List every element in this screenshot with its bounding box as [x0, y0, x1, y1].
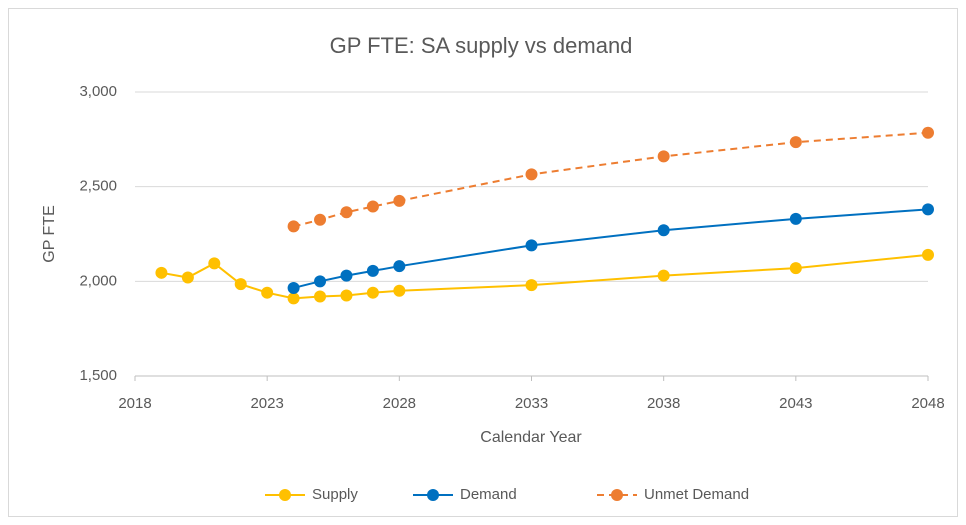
legend-marker	[279, 489, 291, 501]
series-marker	[525, 168, 538, 181]
x-tick-label: 2018	[118, 395, 151, 412]
series-marker	[657, 150, 670, 163]
series-marker	[234, 278, 247, 291]
x-tick-label: 2033	[515, 395, 548, 412]
series-marker	[657, 269, 670, 282]
series-marker	[789, 262, 802, 275]
y-axis-label: GP FTE	[41, 205, 58, 263]
legend-marker	[427, 489, 439, 501]
y-tick-label: 3,000	[79, 83, 117, 100]
chart-frame	[8, 8, 958, 517]
x-tick-label: 2048	[911, 395, 944, 412]
series-marker	[208, 257, 221, 270]
series-marker	[261, 286, 274, 299]
x-axis-label: Calendar Year	[480, 429, 582, 446]
series-marker	[287, 281, 300, 294]
series-marker	[314, 213, 327, 226]
series-marker	[366, 264, 379, 277]
y-tick-label: 2,000	[79, 272, 117, 289]
series-marker	[181, 271, 194, 284]
y-tick-label: 1,500	[79, 367, 117, 384]
series-marker	[314, 290, 327, 303]
series-marker	[340, 289, 353, 302]
chart-title: GP FTE: SA supply vs demand	[330, 33, 633, 58]
legend-label: Supply	[312, 486, 358, 503]
series-marker	[525, 239, 538, 252]
series-marker	[922, 248, 934, 261]
series-marker	[393, 284, 406, 297]
series-marker	[287, 220, 300, 233]
legend-label: Demand	[460, 486, 517, 503]
y-tick-label: 2,500	[79, 178, 117, 195]
x-tick-label: 2038	[647, 395, 680, 412]
series-marker	[922, 126, 934, 139]
series-marker	[657, 224, 670, 237]
series-marker	[340, 206, 353, 219]
series-marker	[366, 200, 379, 213]
series-marker	[155, 266, 168, 279]
series-marker	[340, 269, 353, 282]
series-marker	[393, 194, 406, 207]
series-marker	[287, 292, 300, 305]
series-marker	[922, 203, 934, 216]
x-tick-label: 2023	[250, 395, 283, 412]
x-tick-label: 2043	[779, 395, 812, 412]
legend-label: Unmet Demand	[644, 486, 749, 503]
series-marker	[393, 260, 406, 273]
series-marker	[789, 212, 802, 225]
legend-marker	[611, 489, 623, 501]
x-tick-label: 2028	[383, 395, 416, 412]
series-marker	[366, 286, 379, 299]
series-marker	[314, 275, 327, 288]
series-marker	[789, 136, 802, 149]
series-marker	[525, 279, 538, 292]
